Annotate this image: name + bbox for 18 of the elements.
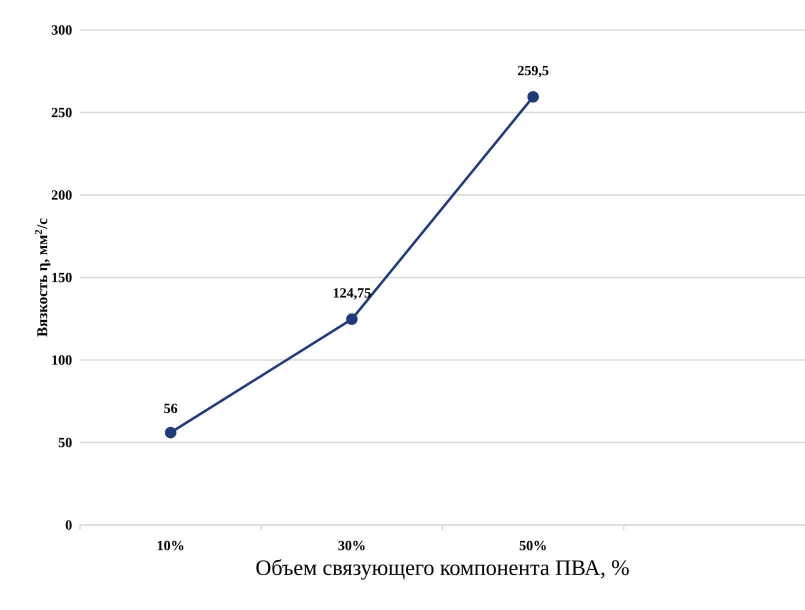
y-tick-label: 250: [52, 108, 72, 118]
x-tick-label: 50%: [520, 540, 546, 550]
data-label: 124,75: [334, 288, 371, 300]
y-tick-label: 50: [58, 438, 72, 448]
point: [527, 91, 539, 103]
x-tick-label: 30%: [338, 540, 365, 550]
y-tick-label: 300: [52, 25, 72, 35]
y-tick-label: 100: [52, 355, 72, 365]
y-tick-label: 0: [66, 520, 72, 530]
y-tick-label: 200: [52, 190, 72, 200]
data-label: 259,5: [518, 66, 548, 78]
y-tick-label: 150: [52, 272, 72, 282]
x-axis-title: Объем связующего компонента ПВА, %: [256, 559, 629, 580]
point: [164, 426, 176, 438]
point: [346, 313, 358, 325]
x-tick-label: 10%: [158, 540, 184, 550]
data-label: 56: [164, 404, 178, 414]
y-axis-title: Вязкость η, мм$^{2}$/с: [34, 218, 50, 337]
